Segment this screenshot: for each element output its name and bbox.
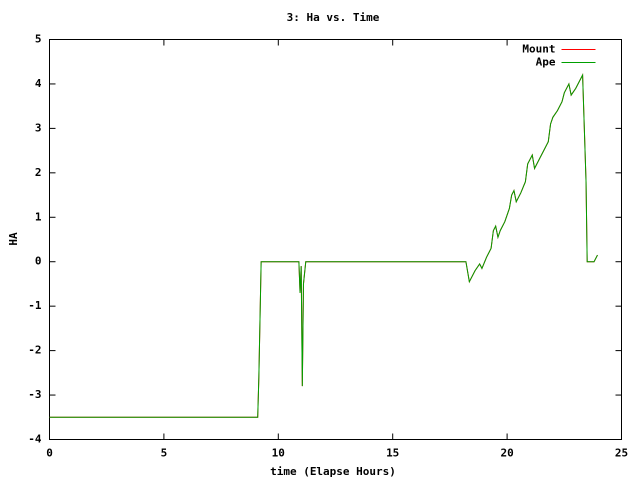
x-axis-label: time (Elapse Hours) <box>270 465 396 478</box>
x-tick-label: 20 <box>500 447 513 460</box>
y-tick-label: 2 <box>35 166 42 179</box>
x-tick-label: 25 <box>615 447 628 460</box>
y-tick-label: 0 <box>35 255 42 268</box>
y-tick-label: -1 <box>28 299 42 312</box>
series-line <box>49 73 598 418</box>
y-tick-label: -4 <box>28 433 42 446</box>
chart-title: 3: Ha vs. Time <box>287 11 380 24</box>
y-tick-label: -2 <box>28 344 41 357</box>
x-tick-label: 5 <box>161 447 168 460</box>
y-tick-label: 5 <box>35 33 42 46</box>
y-tick-label: 3 <box>35 121 42 134</box>
legend-label: Mount <box>522 43 555 56</box>
y-axis-label: HA <box>7 232 20 246</box>
plot-border <box>49 39 622 440</box>
x-tick-label: 0 <box>46 447 53 460</box>
y-tick-label: -3 <box>28 388 41 401</box>
y-tick-label: 1 <box>35 210 42 223</box>
y-tick-label: 4 <box>35 77 42 90</box>
x-tick-label: 15 <box>386 447 399 460</box>
x-tick-label: 10 <box>272 447 285 460</box>
legend-label: Ape <box>536 56 556 69</box>
